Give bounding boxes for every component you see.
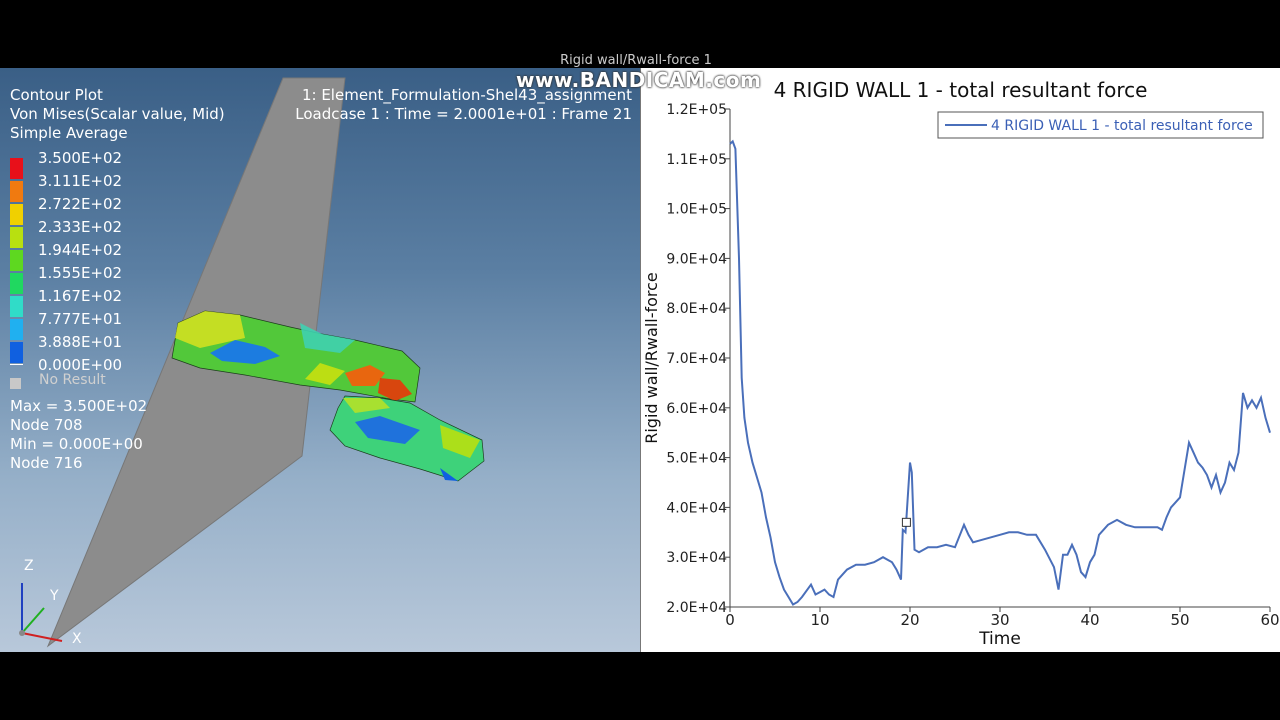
contour-legend-header: Contour Plot Von Mises(Scalar value, Mid… <box>10 86 225 143</box>
model-canvas[interactable] <box>0 68 640 652</box>
legend-header-averaging: Simple Average <box>10 124 128 142</box>
model-info: 1: Element_Formulation-Shel43_assignment… <box>295 86 632 124</box>
min-node: Node 716 <box>10 454 83 472</box>
letterbox-top <box>0 0 1280 68</box>
legend-value: 2.722E+02 <box>38 195 123 213</box>
legend-zero-line <box>10 364 23 365</box>
mesh-part-upper <box>171 310 421 403</box>
legend-swatch <box>10 250 23 271</box>
legend-swatch <box>10 158 23 179</box>
x-tick-label: 20 <box>900 611 919 629</box>
y-tick-label: 1.1E+05 <box>666 152 727 168</box>
legend-swatch <box>10 181 23 202</box>
legend-swatch <box>10 227 23 248</box>
x-tick-label: 30 <box>990 611 1009 629</box>
legend-value: 1.555E+02 <box>38 264 123 282</box>
watermark-background-text: Rigid wall/Rwall-force 1 <box>560 53 712 68</box>
y-tick-label: 1.0E+05 <box>666 202 727 218</box>
axis-label-y: Y <box>50 588 59 604</box>
y-tick-label: 8.0E+04 <box>666 301 727 317</box>
legend-header-result-type: Von Mises(Scalar value, Mid) <box>10 105 225 123</box>
recorder-watermark: Rigid wall/Rwall-force 1 www.BANDICAM.co… <box>516 53 762 92</box>
axis-triad <box>19 583 63 642</box>
legend-swatch <box>10 342 23 363</box>
legend-swatch <box>10 296 23 317</box>
y-tick-label: 2.0E+04 <box>666 600 727 616</box>
line-chart[interactable]: 2.0E+04 3.0E+04 4.0E+04 5.0E+04 6.0E+04 7.0E+… <box>641 68 1280 652</box>
cursor-marker <box>901 517 911 527</box>
loadcase-info: Loadcase 1 : Time = 2.0001e+01 : Frame 2… <box>295 105 632 123</box>
y-tick-label: 6.0E+04 <box>666 401 727 417</box>
x-tick-label: 50 <box>1170 611 1189 629</box>
y-tick-label: 7.0E+04 <box>666 351 727 367</box>
min-value: Min = 0.000E+00 <box>10 435 143 453</box>
y-tick-label: 4.0E+04 <box>666 500 727 516</box>
series-line <box>729 139 1271 606</box>
max-value: Max = 3.500E+02 <box>10 397 148 415</box>
legend-value: 2.333E+02 <box>38 218 123 236</box>
letterbox-bottom <box>0 652 1280 720</box>
x-tick-label: 40 <box>1080 611 1099 629</box>
y-tick-label: 3.0E+04 <box>666 550 727 566</box>
x-tick-label: 0 <box>725 611 735 629</box>
y-tick-label: 5.0E+04 <box>666 451 727 467</box>
legend-swatch <box>10 273 23 294</box>
contour-viewport[interactable]: Contour Plot Von Mises(Scalar value, Mid… <box>0 68 641 652</box>
x-axis-label: Time <box>978 629 1021 649</box>
watermark-text: www.BANDICAM.com <box>516 68 762 92</box>
axis-label-z: Z <box>24 558 34 574</box>
mesh-part-lower <box>329 395 485 482</box>
legend-header-plot-type: Contour Plot <box>10 86 103 104</box>
legend-swatch <box>10 319 23 340</box>
legend-entry: 4 RIGID WALL 1 - total resultant force <box>991 118 1253 134</box>
model-name: 1: Element_Formulation-Shel43_assignment <box>301 86 632 104</box>
legend-value: 3.888E+01 <box>38 333 123 351</box>
legend-value: 3.500E+02 <box>38 149 123 167</box>
legend-value: 3.111E+02 <box>38 172 123 190</box>
y-tick-label: 9.0E+04 <box>666 251 727 267</box>
x-tick-label: 60 <box>1260 611 1279 629</box>
legend-box <box>937 111 1264 139</box>
no-result-label: No Result <box>39 372 106 388</box>
legend-value: 0.000E+00 <box>38 356 123 374</box>
chart-title: 4 RIGID WALL 1 - total resultant force <box>773 78 1148 102</box>
legend-value: 1.944E+02 <box>38 241 123 259</box>
chart-panel[interactable]: 4 RIGID WALL 1 - total resultant force 2… <box>641 68 1280 652</box>
contour-stats: Max = 3.500E+02 Node 708 Min = 0.000E+00… <box>10 397 147 473</box>
y-tick-label: 1.2E+05 <box>666 102 727 118</box>
x-tick-label: 10 <box>810 611 829 629</box>
legend-value: 7.777E+01 <box>38 310 123 328</box>
max-node: Node 708 <box>10 416 83 434</box>
legend-value: 1.167E+02 <box>38 287 123 305</box>
legend-swatch <box>10 204 23 225</box>
axis-label-x: X <box>72 631 82 647</box>
y-axis-label: Rigid wall/Rwall-force <box>642 272 661 444</box>
no-result-swatch <box>10 378 21 389</box>
